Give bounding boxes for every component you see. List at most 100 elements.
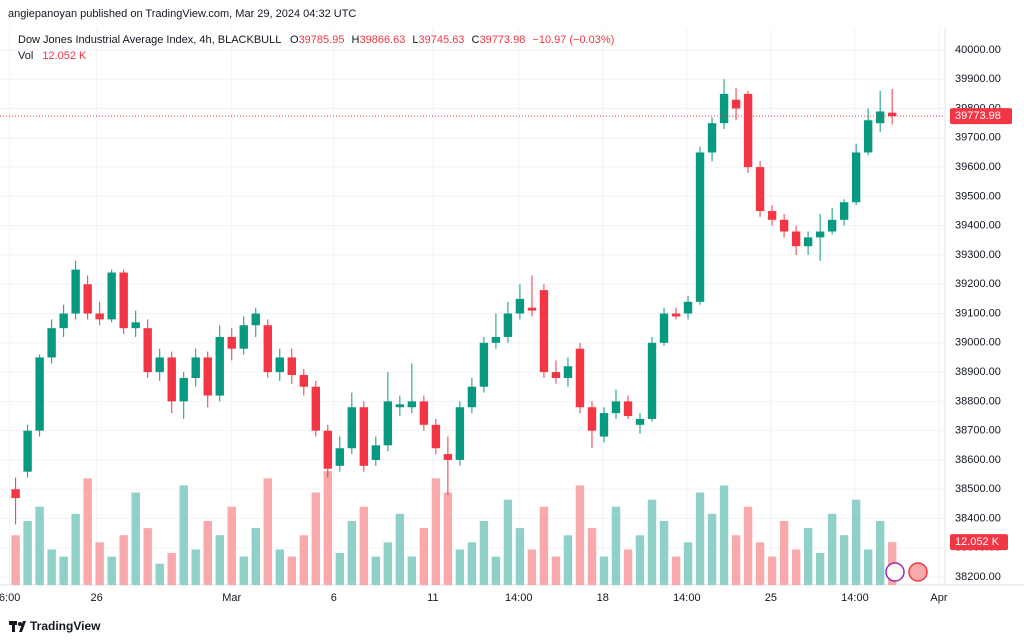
y-tick-label: 39500.00 [955,190,1001,202]
candle-body [695,152,705,302]
y-tick-label: 40000.00 [955,44,1001,56]
volume-label: 12.052 K [955,536,1000,548]
volume-bar [131,492,140,585]
x-tick-label: 14:00 [673,592,701,604]
candle-body [179,377,188,402]
volume-bar [479,521,489,585]
candle-body [839,202,849,220]
y-tick-label: 38900.00 [955,366,1001,378]
replay-icon [885,562,905,582]
volume-bar [371,556,381,585]
volume-bar [35,506,44,585]
y-tick-label: 39000.00 [955,337,1001,349]
brand-logo [9,621,26,632]
o-prefix: O [290,34,299,46]
candle-body [215,336,224,396]
candle-body [227,336,236,349]
volume-bar [539,506,549,585]
candle-body [395,404,405,408]
candle-body [539,290,549,373]
published-note: angiepanoyan published on TradingView.co… [8,8,356,20]
y-tick-label: 39400.00 [955,220,1001,232]
volume-bar [107,556,116,585]
volume-bar [407,556,417,585]
volume-bar [47,549,56,585]
volume-bar [707,513,717,585]
volume-bar [755,542,765,585]
candle-body [755,167,765,212]
volume-bar [335,553,345,585]
change: −10.97 (−0.03%) [532,34,614,46]
volume-bar [215,535,224,585]
y-tick-label: 39200.00 [955,278,1001,290]
candle-body [875,111,885,124]
candle-body [431,424,441,449]
candle-body [287,357,296,376]
candle-body [71,269,80,314]
candle-body [11,489,20,499]
volume-bar [119,535,128,585]
candle-body [515,298,525,314]
y-tick-label: 38400.00 [955,512,1001,524]
y-tick-label: 39600.00 [955,161,1001,173]
volume-title: Vol [18,50,33,62]
candle-body [599,413,609,437]
price-label: 39773.98 [955,110,1001,122]
y-tick-label: 38200.00 [955,571,1001,583]
x-tick-label: 25 [765,592,777,604]
volume-bar [431,478,441,585]
candle-body [635,418,645,425]
volume-bar [155,563,164,585]
candle-body [347,407,357,449]
volume-bar [671,556,681,585]
volume-bar [203,521,212,585]
candle-body [203,357,212,396]
x-tick-label: 26 [91,592,103,604]
candle-body [671,313,681,317]
volume-value: 12.052 K [42,50,87,62]
volume-legend: Vol 12.052 K [18,50,87,62]
candle-body [467,386,477,408]
volume-bar [563,535,573,585]
volume-bar [863,549,873,585]
volume-bar [779,521,789,585]
volume-bar [731,535,741,585]
candle-body [815,231,825,238]
candle-body [155,357,164,373]
volume-bar [359,506,369,585]
x-tick-label: 14:00 [505,592,533,604]
candle-body [311,386,321,431]
candle-body [23,430,32,472]
volume-bar [143,528,152,585]
candle-body [119,272,128,329]
candle-body [443,454,453,460]
x-tick-label: 6 [331,592,337,604]
volume-bar [515,528,525,585]
volume-bar [527,549,537,585]
volume-label-box [950,534,1008,551]
x-tick-label: Apr [930,592,947,604]
volume-bar [575,485,585,585]
candle-body [407,401,417,408]
volume-bar [623,549,633,585]
volume-bar [599,556,609,585]
candle-body [623,401,633,417]
volume-bar [767,556,777,585]
candle-body [863,120,873,153]
candle-body [887,112,897,117]
o-value: 39785.95 [299,34,345,46]
volume-bar [419,528,429,585]
candle-body [479,342,489,387]
volume-bar [503,499,513,585]
flag-icon [908,562,928,582]
volume-bar [191,549,200,585]
volume-bar [323,471,333,585]
y-tick-label: 38700.00 [955,425,1001,437]
candle-body [791,231,801,247]
candle-body [551,372,561,378]
candle-body [779,219,789,232]
candle-body [191,357,200,378]
candle-body [263,325,272,373]
y-tick-label: 39900.00 [955,73,1001,85]
